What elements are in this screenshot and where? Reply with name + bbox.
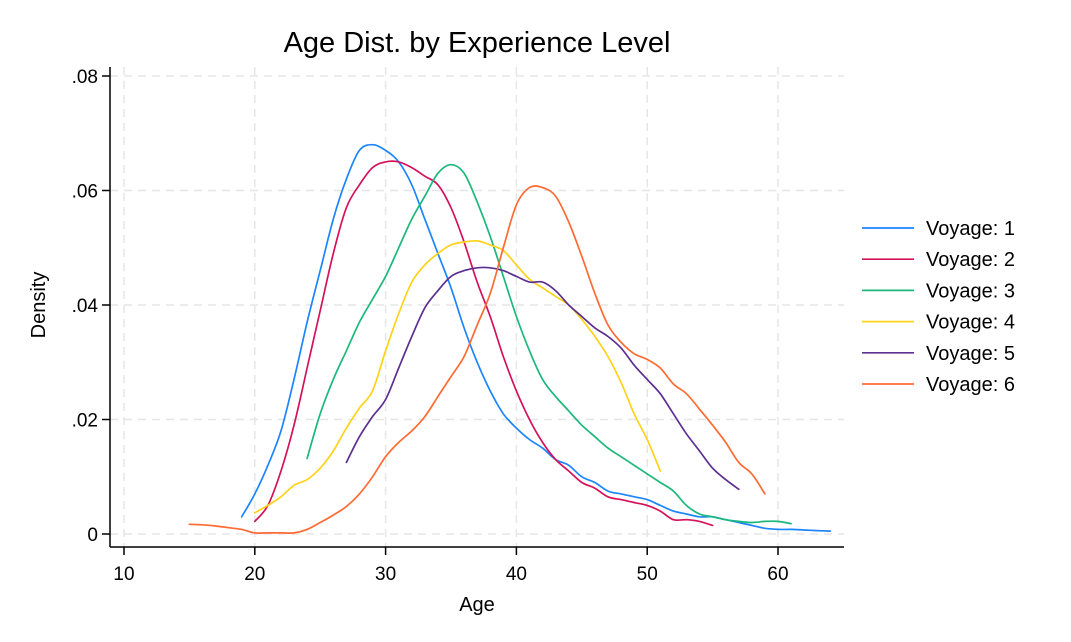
chart-title: Age Dist. by Experience Level [284, 27, 671, 59]
x-tick-label: 30 [375, 564, 396, 585]
legend-label: Voyage: 5 [926, 343, 1015, 365]
axes: 0 .02 .04 .06 .08 10 20 30 40 50 60 [72, 67, 844, 585]
series-line-4 [253, 239, 662, 514]
series-line-2 [253, 160, 714, 527]
x-tick-label: 10 [113, 564, 134, 585]
y-tick-label: 0 [87, 525, 98, 546]
x-tick-label: 50 [637, 564, 658, 585]
x-tick-label: 60 [767, 564, 788, 585]
legend-label: Voyage: 2 [926, 249, 1015, 271]
legend-label: Voyage: 6 [926, 374, 1015, 396]
series-lines [188, 143, 832, 534]
y-axis-label: Density [28, 272, 50, 339]
y-tick-label: .08 [72, 67, 98, 88]
gridlines [110, 67, 844, 547]
legend-label: Voyage: 1 [926, 218, 1015, 240]
series-line-6 [188, 185, 766, 534]
y-tick-label: .02 [72, 411, 98, 432]
series-line-1 [240, 143, 832, 532]
x-tick-label: 40 [506, 564, 527, 585]
legend: Voyage: 1 Voyage: 2 Voyage: 3 Voyage: 4 Voya… [862, 218, 1015, 396]
y-tick-label: .04 [72, 296, 99, 317]
x-tick-label: 20 [244, 564, 265, 585]
x-axis-label: Age [459, 594, 495, 616]
legend-label: Voyage: 4 [926, 312, 1015, 334]
y-tick-label: .06 [72, 182, 98, 203]
legend-label: Voyage: 3 [926, 280, 1015, 302]
series-line-5 [345, 266, 740, 491]
series-line-3 [306, 163, 792, 525]
